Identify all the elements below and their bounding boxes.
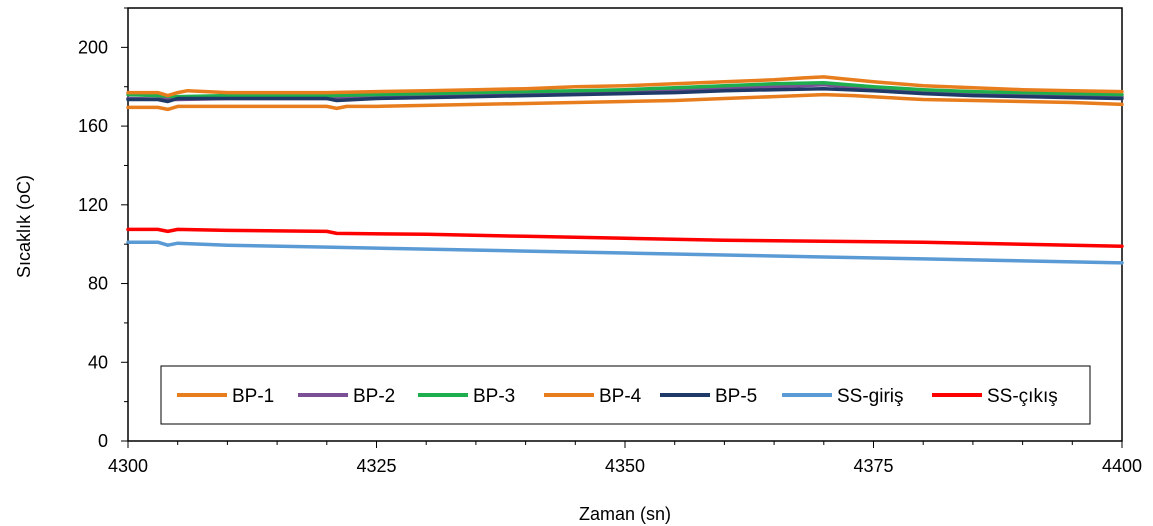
y-tick-label: 0 <box>98 431 108 451</box>
legend-entry: BP-3 <box>418 386 515 407</box>
y-tick-label: 200 <box>78 37 108 57</box>
series-layer <box>126 75 1124 265</box>
x-tick-label: 4325 <box>356 456 396 476</box>
legend-label: BP-5 <box>715 386 757 407</box>
legend-label: SS-giriş <box>837 386 904 407</box>
legend-label: BP-4 <box>599 386 642 407</box>
y-tick-label: 120 <box>78 195 108 215</box>
x-tick-label: 4375 <box>853 456 893 476</box>
axes-layer: 0 40 80 120 160 200 4300 4325 4350 4375 4400 <box>78 7 1142 476</box>
legend: BP-1 BP-2 BP-3 BP-4 BP-5 SS-giriş SS-çıkış <box>160 365 1091 425</box>
series-line-6 <box>126 240 1124 265</box>
x-tick-label: 4350 <box>605 456 645 476</box>
legend-entry: BP-2 <box>298 386 395 407</box>
series-line-1 <box>126 92 1124 112</box>
legend-entry: BP-1 <box>177 386 274 407</box>
y-tick-label: 160 <box>78 116 108 136</box>
series-line-5 <box>126 86 1124 104</box>
legend-entry: SS-çıkış <box>932 386 1058 407</box>
series-line-7 <box>126 227 1124 248</box>
legend-label: BP-2 <box>353 386 395 407</box>
x-tick-label: 4300 <box>108 456 148 476</box>
x-tick-label: 4400 <box>1102 456 1142 476</box>
legend-entry: BP-5 <box>660 386 757 407</box>
y-tick-label: 80 <box>88 274 108 294</box>
legend-label: BP-1 <box>232 386 274 407</box>
series-line-4 <box>126 75 1124 98</box>
y-axis-title: Sıcaklık (oC) <box>14 175 34 278</box>
legend-label: SS-çıkış <box>987 386 1058 407</box>
y-tick-label: 40 <box>88 352 108 372</box>
legend-entry: SS-giriş <box>782 386 904 407</box>
series-line-3 <box>126 81 1124 99</box>
x-axis-title: Zaman (sn) <box>579 504 671 524</box>
legend-entry: BP-4 <box>544 386 642 407</box>
legend-label: BP-3 <box>473 386 515 407</box>
